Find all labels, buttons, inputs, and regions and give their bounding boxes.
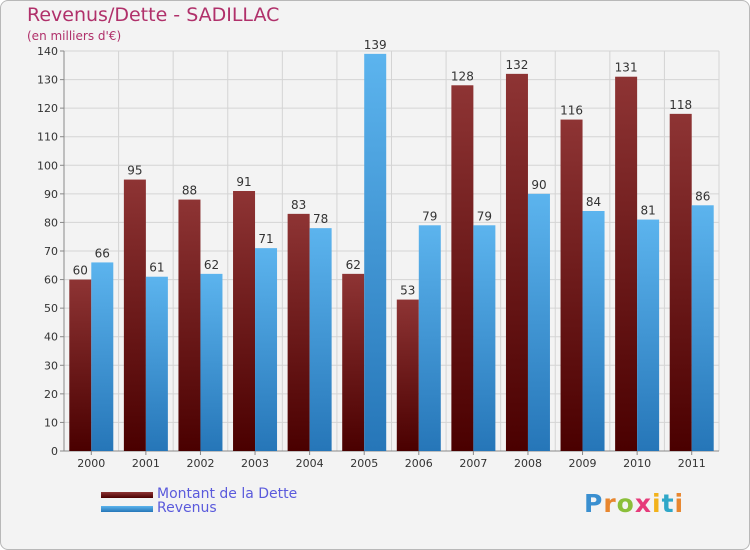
data-label-revenus: 90: [531, 178, 546, 192]
y-tick-label: 140: [37, 45, 58, 58]
x-tick-label: 2002: [186, 457, 214, 470]
axes: 0 10 20 30 40 50 60 70 80 90 100 110 120 130 140 2000 20…: [37, 45, 719, 470]
y-tick-label: 40: [44, 331, 58, 344]
data-label-revenus: 139: [364, 38, 387, 52]
data-label-debt: 131: [615, 61, 638, 75]
y-tick-label: 120: [37, 102, 58, 115]
bar-revenus: [637, 219, 660, 451]
data-label-revenus: 79: [422, 209, 437, 223]
data-label-debt: 88: [182, 184, 197, 198]
y-tick-label: 60: [44, 274, 58, 287]
data-label-revenus: 79: [477, 209, 492, 223]
y-tick-label: 30: [44, 359, 58, 372]
bar-debt: [287, 213, 310, 451]
proxiti-logo: Proxiti: [584, 489, 685, 518]
x-tick-label: 2001: [132, 457, 160, 470]
data-label-revenus: 61: [149, 261, 164, 275]
y-tick-label: 0: [51, 445, 58, 458]
data-label-debt: 53: [400, 284, 415, 298]
y-tick-label: 110: [37, 131, 58, 144]
bar-debt: [396, 299, 419, 451]
y-tick-label: 100: [37, 159, 58, 172]
data-label-debt: 132: [506, 58, 529, 72]
bar-revenus: [582, 211, 605, 451]
bar-debt: [69, 279, 92, 451]
x-tick-label: 2000: [77, 457, 105, 470]
bar-revenus: [364, 53, 387, 451]
legend-swatch-revenus: [101, 506, 153, 512]
gridlines: [63, 50, 720, 452]
data-label-revenus: 66: [95, 246, 110, 260]
data-label-debt: 128: [451, 69, 474, 83]
x-tick-label: 2010: [623, 457, 651, 470]
y-tick-label: 50: [44, 302, 58, 315]
data-label-debt: 118: [669, 98, 692, 112]
y-tick-label: 130: [37, 74, 58, 87]
legend-label-revenus: Revenus: [157, 500, 217, 516]
x-tick-label: 2009: [569, 457, 597, 470]
bar-debt: [451, 85, 474, 452]
bar-revenus: [691, 205, 714, 451]
data-label-debt: 83: [291, 198, 306, 212]
bar-revenus: [473, 225, 496, 451]
y-tick-label: 80: [44, 216, 58, 229]
y-tick-label: 70: [44, 245, 58, 258]
y-tick-label: 10: [44, 416, 58, 429]
x-tick-label: 2007: [459, 457, 487, 470]
data-label-debt: 95: [127, 164, 142, 178]
bar-debt: [669, 113, 692, 451]
data-label-debt: 116: [560, 104, 583, 118]
bar-debt: [560, 119, 583, 452]
bar-revenus: [309, 228, 332, 451]
data-label-revenus: 84: [586, 195, 601, 209]
bar-revenus: [418, 225, 441, 451]
data-label-revenus: 86: [695, 189, 710, 203]
bar-debt: [615, 76, 638, 451]
bar-debt: [123, 179, 146, 452]
chart-title: Revenus/Dette - SADILLAC: [27, 4, 280, 26]
bar-revenus: [255, 248, 278, 451]
y-tick-label: 90: [44, 188, 58, 201]
bar-revenus: [200, 273, 223, 451]
x-tick-label: 2008: [514, 457, 542, 470]
bar-debt: [505, 73, 528, 451]
bar-debt: [342, 273, 365, 451]
x-tick-label: 2011: [678, 457, 706, 470]
data-label-debt: 60: [73, 264, 88, 278]
chart-subtitle: (en milliers d'€): [27, 29, 122, 43]
legend-swatch-debt: [101, 492, 153, 498]
legend-label-debt: Montant de la Dette: [157, 486, 298, 502]
data-labels: 60 66 95 61 88 62 91 71 83 78 62 139 53 79 128 79 132 90 1…: [73, 38, 711, 298]
data-label-revenus: 81: [640, 204, 655, 218]
bar-revenus: [145, 276, 168, 451]
bar-debt: [233, 191, 256, 451]
x-tick-label: 2004: [296, 457, 324, 470]
x-tick-label: 2005: [350, 457, 378, 470]
y-tick-label: 20: [44, 388, 58, 401]
bar-revenus: [527, 193, 550, 451]
data-label-debt: 62: [346, 258, 361, 272]
x-tick-label: 2003: [241, 457, 269, 470]
data-label-revenus: 71: [258, 232, 273, 246]
x-tick-label: 2006: [405, 457, 433, 470]
data-label-debt: 91: [236, 175, 251, 189]
bars: [69, 53, 714, 452]
data-label-revenus: 78: [313, 212, 328, 226]
bar-debt: [178, 199, 201, 451]
bar-revenus: [91, 262, 114, 451]
data-label-revenus: 62: [204, 258, 219, 272]
